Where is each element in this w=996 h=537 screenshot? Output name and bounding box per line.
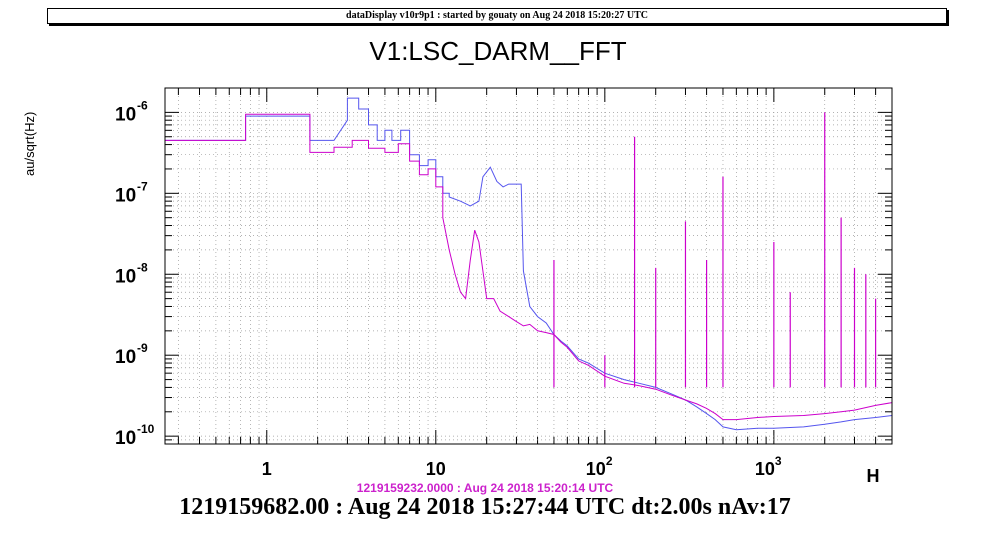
y-tick-label-base: 10 bbox=[115, 104, 136, 125]
y-tick-label-exponent: -10 bbox=[137, 422, 155, 436]
y-tick-label-exponent: -8 bbox=[137, 260, 148, 274]
footer-timestamp: 1219159682.00 : Aug 24 2018 15:27:44 UTC… bbox=[179, 494, 791, 520]
y-tick-label-exponent: -6 bbox=[137, 98, 148, 112]
x-tick-label-base: 10 bbox=[586, 459, 606, 479]
x-tick-label-exponent: 3 bbox=[775, 454, 782, 468]
plot-frame bbox=[164, 87, 893, 445]
y-tick-label-base: 10 bbox=[115, 347, 136, 368]
x-tick-label-exponent: 2 bbox=[606, 454, 613, 468]
series-line-1 bbox=[165, 97, 893, 431]
x-tick-label-base: 1 bbox=[262, 459, 272, 479]
y-tick-label-base: 10 bbox=[115, 266, 136, 287]
chart-title: V1:LSC_DARM__FFT bbox=[369, 36, 627, 66]
y-tick-label-base: 10 bbox=[115, 185, 136, 206]
window-banner: dataDisplay v10r9p1 : started by gouaty … bbox=[47, 8, 947, 24]
x-tick-label-base: 10 bbox=[426, 459, 446, 479]
y-tick-label-base: 10 bbox=[115, 428, 136, 449]
plot-area bbox=[165, 88, 892, 444]
x-tick-label-base: 10 bbox=[755, 459, 775, 479]
x-axis-label-fragment: H bbox=[867, 466, 880, 486]
series-line-2 bbox=[165, 113, 893, 421]
y-tick-label-exponent: -9 bbox=[137, 341, 148, 355]
reference-time: 1219159232.0000 : Aug 24 2018 15:20:14 U… bbox=[356, 481, 614, 495]
y-tick-label-exponent: -7 bbox=[137, 179, 148, 193]
